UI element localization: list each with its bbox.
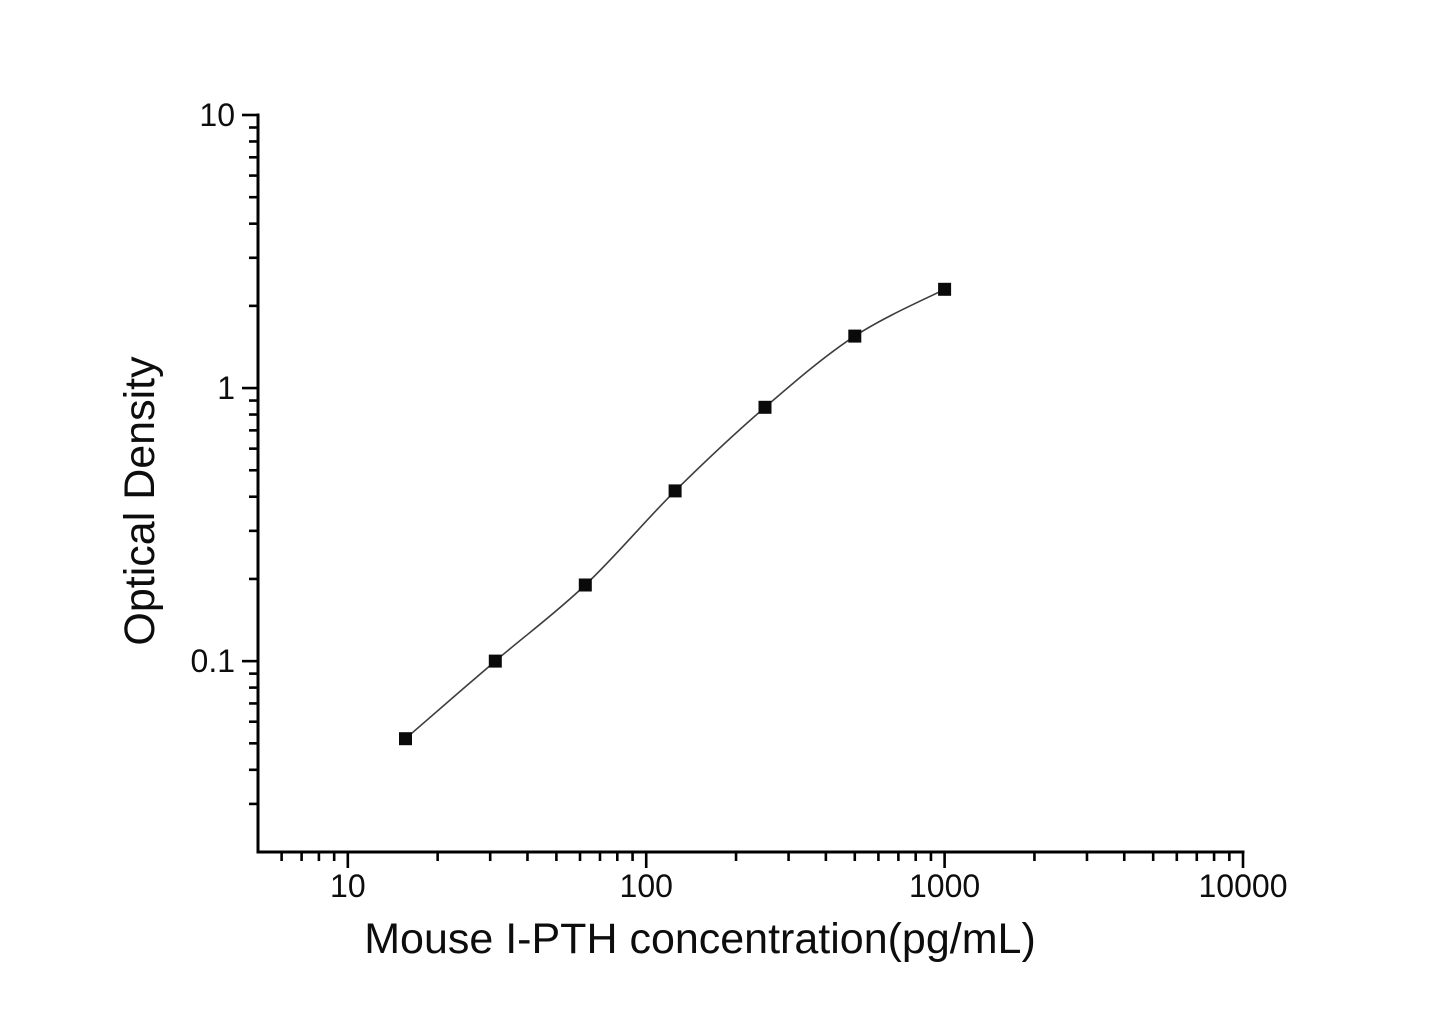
y-tick-label: 1	[217, 370, 235, 406]
y-tick-label: 0.1	[191, 643, 235, 679]
axes-layer	[256, 113, 1245, 854]
x-tick-label: 1000	[909, 868, 980, 904]
data-point-marker	[938, 282, 952, 296]
x-tick-label: 100	[620, 868, 673, 904]
data-point-marker	[668, 484, 682, 498]
data-series-layer	[399, 282, 952, 746]
x-tick-label: 10	[330, 868, 366, 904]
data-point-marker	[578, 578, 592, 592]
data-point-marker	[488, 654, 502, 668]
ticks-layer: 10 100 1000 10000 0.1 1 10	[191, 97, 1288, 904]
data-point-marker	[758, 400, 772, 414]
data-point-marker	[399, 732, 412, 746]
y-tick-label: 10	[199, 97, 235, 133]
y-axis-title: Optical Density	[116, 356, 164, 646]
x-axis-title: Mouse I-PTH concentration(pg/mL)	[364, 915, 1036, 963]
data-point-marker	[848, 329, 862, 343]
standard-curve-line	[404, 288, 945, 740]
x-tick-label: 10000	[1199, 868, 1288, 904]
